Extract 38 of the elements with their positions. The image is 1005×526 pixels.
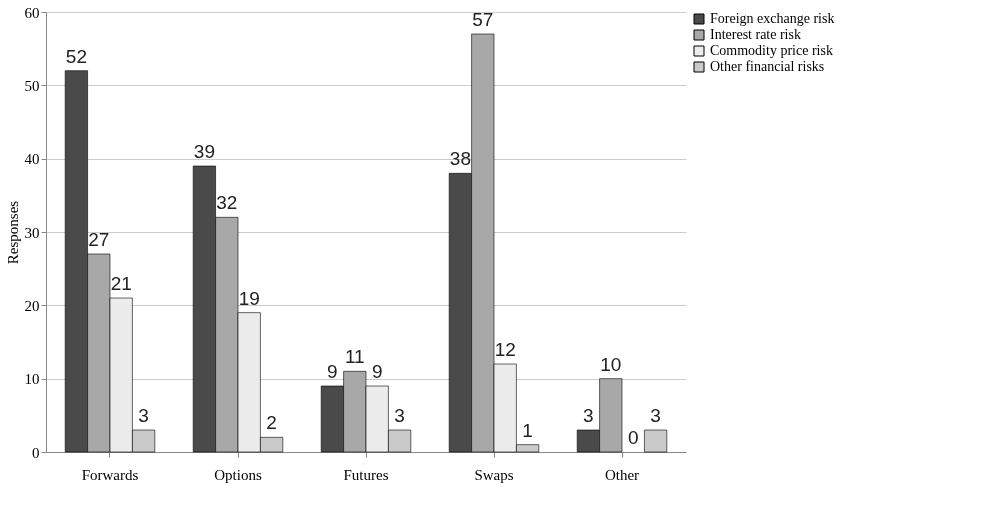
data-label: 21 xyxy=(110,273,132,294)
data-label: 12 xyxy=(494,339,516,360)
legend-label: Foreign exchange risk xyxy=(710,11,835,26)
y-axis-title: Responses xyxy=(4,200,21,265)
y-tick-label: 60 xyxy=(24,4,40,21)
y-tick-label: 30 xyxy=(24,224,40,241)
data-label: 38 xyxy=(449,148,471,170)
data-label: 57 xyxy=(472,9,494,30)
data-label: 3 xyxy=(650,405,661,426)
data-label: 11 xyxy=(344,346,365,368)
data-label: 9 xyxy=(327,361,338,382)
data-label: 0 xyxy=(627,427,639,448)
data-label: 10 xyxy=(600,353,622,375)
x-tick-label: Futures xyxy=(343,466,389,483)
bar xyxy=(644,429,668,453)
y-tick-label: 40 xyxy=(24,151,40,168)
x-tick-label: Other xyxy=(604,466,640,483)
legend-label: Interest rate risk xyxy=(710,27,801,42)
y-tick-label: 20 xyxy=(24,297,40,314)
data-label: 39 xyxy=(193,141,215,162)
legend-label: Commodity price risk xyxy=(710,43,833,58)
data-label: 1 xyxy=(522,419,533,441)
data-label: 3 xyxy=(583,405,594,426)
legend-label: Other financial risks xyxy=(710,59,825,74)
x-tick-label: Forwards xyxy=(81,466,139,483)
x-tick-label: Options xyxy=(214,466,262,483)
data-label: 3 xyxy=(138,405,149,426)
y-tick-label: 10 xyxy=(24,371,40,388)
x-tick-label: Swaps xyxy=(474,466,514,483)
data-label: 3 xyxy=(394,405,405,426)
data-label: 2 xyxy=(266,412,277,434)
y-tick-label: 50 xyxy=(24,77,40,94)
y-tick-label: 0 xyxy=(32,444,40,461)
data-label: 52 xyxy=(65,45,87,67)
data-label: 27 xyxy=(88,229,110,250)
data-label: 19 xyxy=(238,287,260,309)
data-label: 9 xyxy=(371,361,383,382)
data-label: 32 xyxy=(216,192,238,214)
